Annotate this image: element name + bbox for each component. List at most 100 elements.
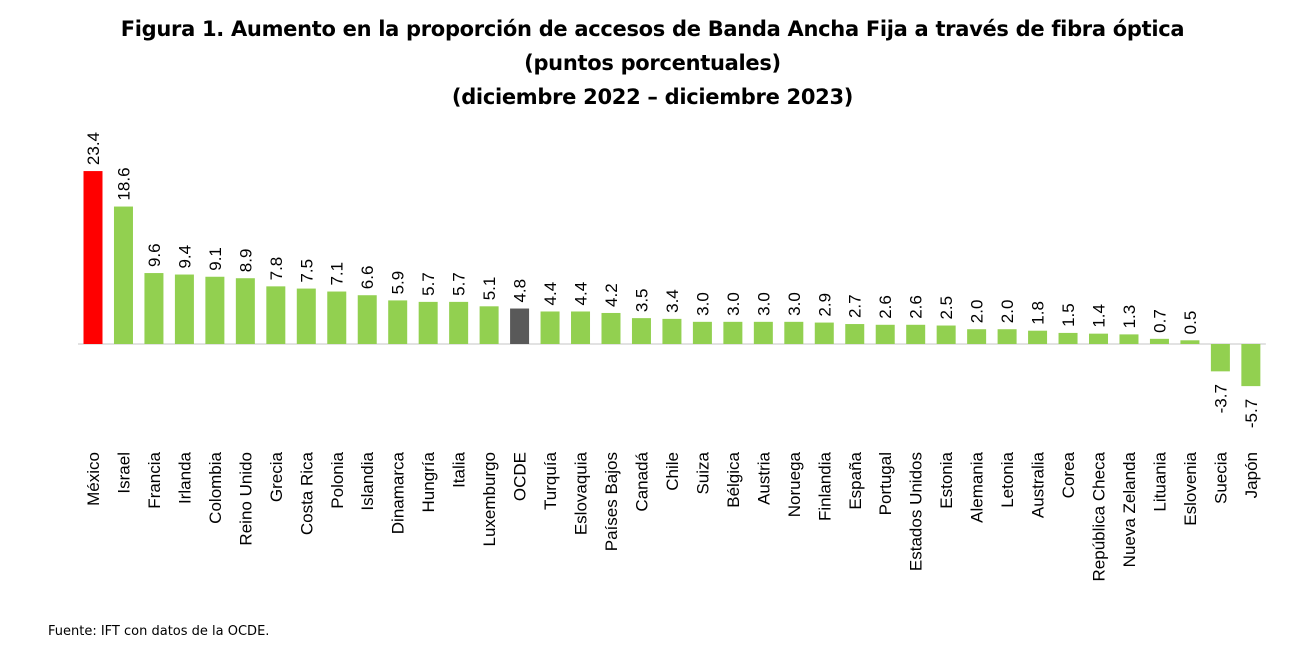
category-label: Japón (1242, 452, 1261, 498)
bar (1180, 340, 1200, 344)
category-label: Colombia (206, 451, 225, 523)
bar (1089, 333, 1109, 344)
bar (875, 324, 895, 344)
bar (814, 322, 834, 344)
value-label: 2.9 (815, 293, 834, 317)
chart-subtitle-units: (puntos porcentuales) (524, 51, 781, 75)
chart-title-block: Figura 1. Aumento en la proporción de ac… (0, 12, 1305, 114)
bar (449, 301, 469, 344)
category-label: Países Bajos (602, 452, 621, 551)
bar (418, 301, 438, 344)
value-label: 7.5 (297, 259, 316, 283)
value-label: 6.6 (358, 266, 377, 290)
category-label: Irlanda (175, 451, 194, 504)
category-label: Letonia (998, 451, 1017, 507)
value-label: 5.9 (389, 271, 408, 295)
bar (571, 311, 591, 344)
bar (753, 321, 773, 344)
value-label: 1.8 (1029, 301, 1048, 325)
value-label: 9.4 (175, 245, 194, 269)
category-label: Finlandia (815, 451, 834, 521)
category-label: México (84, 452, 103, 506)
bar (845, 324, 865, 344)
category-label: Islandia (358, 451, 377, 510)
category-label: Australia (1029, 451, 1048, 518)
category-label: OCDE (511, 452, 530, 501)
bar (662, 318, 682, 344)
category-label: Costa Rica (297, 451, 316, 535)
value-label: 2.6 (907, 295, 926, 319)
category-label: Chile (663, 452, 682, 491)
category-label: Grecia (267, 451, 286, 502)
bar (266, 286, 286, 344)
value-label: 7.1 (328, 262, 347, 286)
category-label: Eslovenia (1181, 451, 1200, 525)
bar (997, 329, 1017, 344)
bar (1119, 334, 1139, 344)
category-label: Israel (114, 452, 133, 494)
bar (479, 306, 499, 344)
bar (144, 273, 164, 344)
category-label: Francia (145, 451, 164, 508)
value-label: 5.7 (450, 272, 469, 296)
value-label: 2.5 (937, 296, 956, 320)
category-label: Austria (754, 451, 773, 504)
value-label: 8.9 (236, 249, 255, 273)
value-label: 3.5 (632, 288, 651, 312)
bar (1241, 344, 1261, 387)
bar (235, 278, 255, 344)
bar (1058, 332, 1078, 344)
value-label: 2.6 (876, 295, 895, 319)
value-label: 2.0 (968, 300, 987, 324)
bar (936, 325, 956, 344)
category-label: Nueva Zelanda (1120, 451, 1139, 567)
value-label: 3.0 (785, 292, 804, 316)
category-label: Turquía (541, 451, 560, 510)
category-label: Estonia (937, 451, 956, 508)
category-label: Noruega (785, 451, 804, 517)
bar (1210, 344, 1230, 372)
bar (113, 206, 133, 344)
value-label: 2.7 (846, 294, 865, 318)
category-label: Alemania (968, 451, 987, 522)
value-label: 1.5 (1059, 303, 1078, 327)
value-label: 1.4 (1090, 304, 1109, 328)
bar (327, 291, 347, 344)
bar (540, 311, 560, 344)
category-label: Suecia (1211, 451, 1230, 504)
value-label: 3.0 (754, 292, 773, 316)
category-label: Polonia (328, 451, 347, 508)
category-label: Luxemburgo (480, 452, 499, 547)
category-label: España (846, 451, 865, 509)
bar (1028, 330, 1048, 344)
bar (510, 308, 530, 344)
category-label: Estados Unidos (907, 452, 926, 571)
value-label: 1.3 (1120, 305, 1139, 329)
category-label: Bélgica (724, 451, 743, 507)
category-label: Portugal (876, 452, 895, 515)
bar (388, 300, 408, 344)
value-label: 23.4 (84, 132, 103, 165)
value-label: 3.0 (693, 292, 712, 316)
value-label: 5.7 (419, 272, 438, 296)
category-label: Corea (1059, 451, 1078, 498)
bar (784, 321, 804, 344)
bar (357, 295, 377, 344)
value-label: 3.0 (724, 292, 743, 316)
value-label: 0.5 (1181, 311, 1200, 335)
value-label: 0.7 (1150, 309, 1169, 333)
value-label: 4.4 (541, 282, 560, 306)
value-label: -5.7 (1242, 399, 1261, 428)
bar (205, 276, 225, 344)
value-label: 7.8 (267, 257, 286, 281)
category-label: Dinamarca (389, 451, 408, 534)
value-label: 9.6 (145, 243, 164, 267)
source-note: Fuente: IFT con datos de la OCDE. (48, 624, 270, 639)
value-label: 4.8 (511, 279, 530, 303)
value-label: 4.2 (602, 283, 621, 307)
value-label: 9.1 (206, 247, 225, 271)
bar (692, 321, 712, 344)
value-label: 5.1 (480, 277, 499, 301)
value-label: 18.6 (114, 167, 133, 200)
